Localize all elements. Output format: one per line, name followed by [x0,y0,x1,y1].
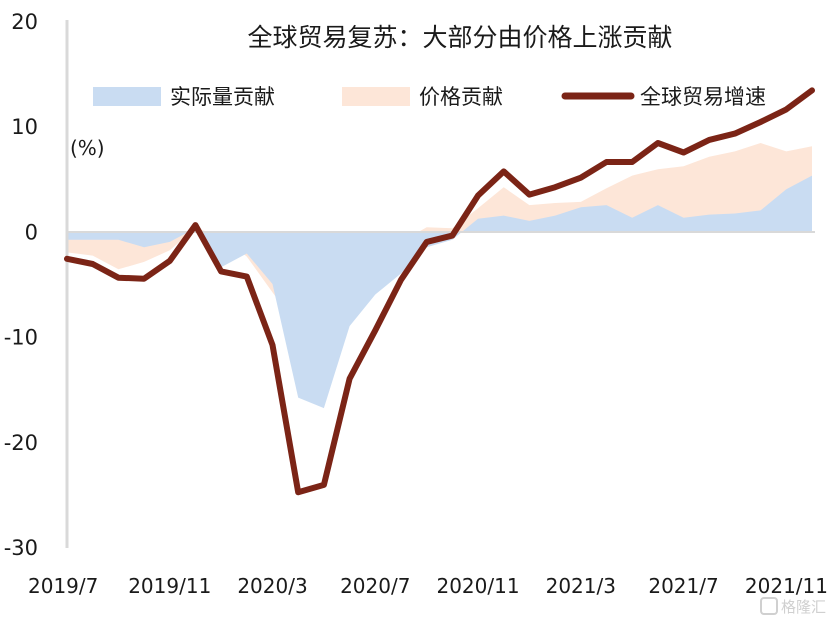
watermark-logo-icon [760,597,778,615]
legend-label-volume: 实际量贡献 [170,85,275,109]
area-price-contribution [67,143,812,328]
y-tick-label: 20 [11,10,38,34]
watermark-text: 格隆汇 [781,598,826,616]
x-tick-label: 2021/3 [546,574,616,598]
x-tick-label: 2020/7 [340,574,410,598]
y-tick-label: 10 [11,115,38,139]
y-tick-labels: 20 10 0 -10 -20 -30 [4,10,38,560]
line-layer [64,87,815,496]
legend-label-growth: 全球贸易增速 [640,85,766,109]
watermark: 格隆汇 [760,597,826,616]
x-tick-label: 2020/11 [436,574,519,598]
y-tick-label: -30 [4,536,38,560]
y-tick-label: -10 [4,326,38,350]
area-layer [67,143,812,409]
legend-swatch-volume [93,87,161,106]
x-tick-label: 2021/7 [648,574,718,598]
legend-label-price: 价格贡献 [419,85,503,109]
legend-swatch-price [342,87,410,106]
x-tick-label: 2021/11 [745,574,828,598]
chart-title: 全球贸易复苏：大部分由价格上涨贡献 [247,23,672,52]
line-global-trade-growth [64,87,815,496]
x-tick-label: 2019/11 [128,574,211,598]
x-tick-label: 2019/7 [28,574,98,598]
area-volume-contribution [67,175,812,409]
y-axis-unit: (%) [70,136,105,160]
y-tick-label: -20 [4,431,38,455]
x-tick-labels: 2019/7 2019/11 2020/3 2020/7 2020/11 2021/3 20… [28,574,828,598]
legend: 实际量贡献 价格贡献 全球贸易增速 [93,85,766,109]
x-tick-label: 2020/3 [237,574,307,598]
y-tick-label: 0 [25,220,38,244]
